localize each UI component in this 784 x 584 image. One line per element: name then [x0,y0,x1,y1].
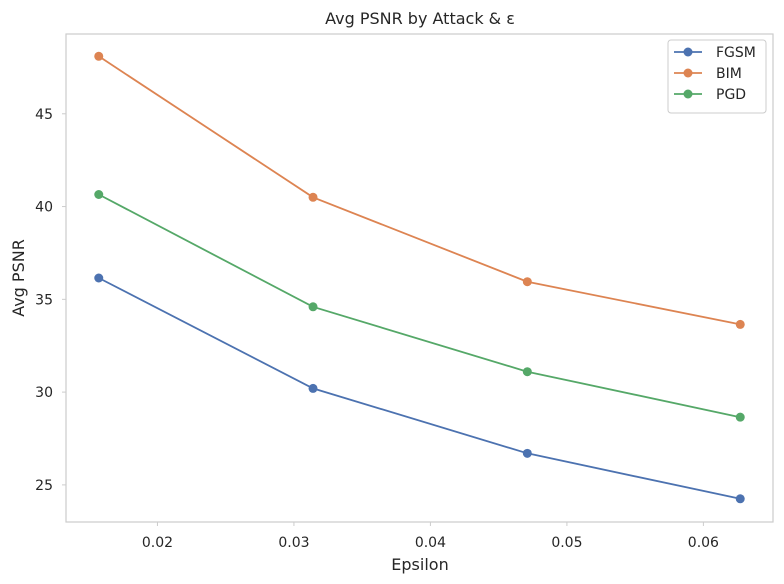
y-tick-label: 25 [35,478,53,494]
series-line-fgsm [98,277,741,500]
chart-legend: FGSM BIM PGD [667,39,767,114]
legend-label-bim: BIM [716,66,742,82]
x-tick-label: 0.05 [551,535,582,551]
x-tick-label: 0.04 [415,535,446,551]
legend-label-pgd: PGD [716,87,746,103]
series-line-pgd [98,193,741,419]
data-point-fgsm [735,494,745,504]
y-axis-ticks: 25 30 35 40 45 [35,107,66,494]
x-tick-label: 0.06 [688,535,719,551]
data-point-bim [735,319,745,329]
data-point-pgd [94,190,104,200]
x-axis-label: Epsilon [391,555,448,574]
legend-label-fgsm: FGSM [716,45,756,61]
x-tick-label: 0.02 [142,535,173,551]
data-point-bim [522,277,532,287]
data-point-pgd [735,412,745,422]
data-point-bim [94,51,104,61]
plot-area-frame [65,33,774,523]
x-axis-ticks: 0.02 0.03 0.04 0.05 0.06 [142,522,719,551]
data-point-pgd [522,367,532,377]
data-point-fgsm [94,273,104,283]
y-tick-label: 30 [35,385,53,401]
series-line-bim [98,55,741,326]
data-point-fgsm [522,448,532,458]
x-tick-label: 0.03 [278,535,309,551]
y-tick-label: 35 [35,292,53,308]
y-tick-label: 40 [35,200,53,216]
legend-marker-bim [683,68,693,78]
chart-title: Avg PSNR by Attack & ε [325,9,515,28]
y-tick-label: 45 [35,107,53,123]
y-axis-label: Avg PSNR [9,239,28,317]
data-point-bim [308,192,318,202]
legend-marker-pgd [683,89,693,99]
data-point-fgsm [308,383,318,393]
legend-marker-fgsm [683,47,693,57]
data-point-pgd [308,302,318,312]
series-layer [94,51,745,504]
